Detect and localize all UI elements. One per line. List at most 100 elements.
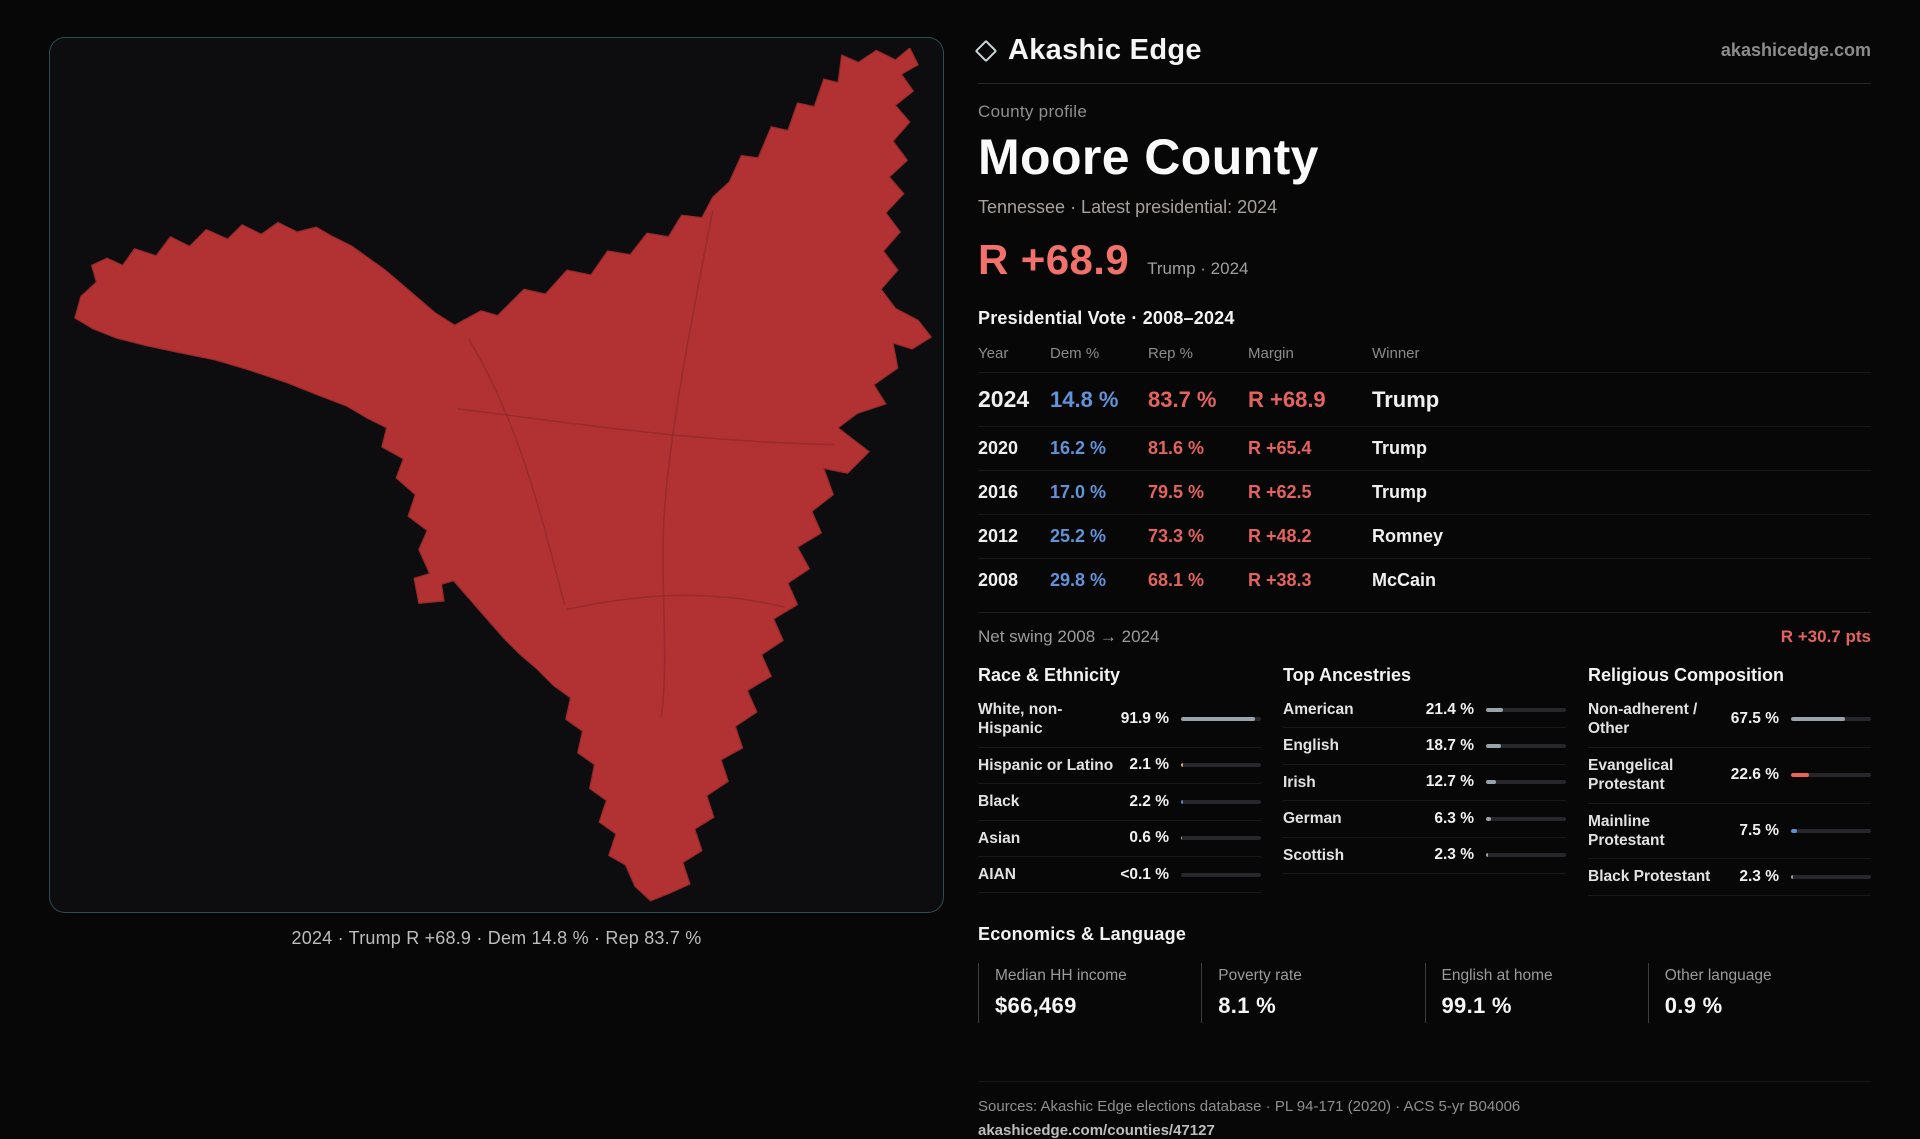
net-swing-label: Net swing 2008 → 2024	[978, 627, 1159, 647]
bar-track	[1486, 780, 1566, 784]
group-title: Top Ancestries	[1283, 665, 1566, 686]
stat-median-hh-income: Median HH income$66,469	[978, 963, 1201, 1023]
dem-cell: 17.0 %	[1050, 482, 1148, 503]
demo-label: Evangelical Protestant	[1588, 756, 1719, 795]
demo-row-english: English 18.7 %	[1283, 728, 1566, 764]
economics-title: Economics & Language	[978, 924, 1871, 945]
bar-track	[1181, 717, 1261, 721]
bar-fill	[1486, 853, 1488, 857]
stat-label: English at home	[1442, 967, 1648, 985]
stat-value: 8.1 %	[1218, 993, 1424, 1019]
margin-cell: R +38.3	[1248, 570, 1372, 591]
county-map	[60, 48, 933, 902]
bar-track	[1486, 708, 1566, 712]
col-year: Year	[978, 345, 1050, 362]
bar-track	[1791, 829, 1871, 833]
bar-track	[1486, 853, 1566, 857]
demo-label: Asian	[978, 829, 1117, 848]
bar-fill	[1791, 875, 1793, 879]
bar-track	[1791, 773, 1871, 777]
bar-fill	[1791, 717, 1845, 721]
year-cell: 2020	[978, 438, 1050, 459]
demo-label: White, non-Hispanic	[978, 700, 1109, 739]
demo-group-top-ancestries: Top Ancestries American 21.4 % English 18.7 …	[1283, 665, 1566, 896]
county-map-panel	[49, 37, 944, 913]
year-cell: 2012	[978, 526, 1050, 547]
bar-track	[1181, 800, 1261, 804]
demo-label: Scottish	[1283, 846, 1422, 865]
winner-cell: Trump	[1372, 438, 1871, 459]
demo-value: 12.7 %	[1426, 773, 1474, 791]
demo-row-german: German 6.3 %	[1283, 801, 1566, 837]
demo-label: Black Protestant	[1588, 867, 1727, 886]
county-title: Moore County	[978, 130, 1871, 185]
map-caption: 2024 · Trump R +68.9 · Dem 14.8 % · Rep …	[49, 928, 944, 949]
bar-fill	[1181, 717, 1255, 721]
net-swing-value: R +30.7 pts	[1781, 627, 1871, 647]
header: Akashic Edge akashicedge.com	[978, 34, 1871, 84]
demo-row-irish: Irish 12.7 %	[1283, 765, 1566, 801]
group-title: Religious Composition	[1588, 665, 1871, 686]
dem-cell: 14.8 %	[1050, 387, 1148, 413]
bar-fill	[1486, 744, 1501, 748]
bar-fill	[1181, 763, 1183, 767]
winner-cell: McCain	[1372, 570, 1871, 591]
demo-value: 22.6 %	[1731, 766, 1779, 784]
demo-label: Hispanic or Latino	[978, 756, 1117, 775]
group-title: Race & Ethnicity	[978, 665, 1261, 686]
col-dem: Dem %	[1050, 345, 1148, 362]
demo-label: German	[1283, 809, 1422, 828]
stat-value: 0.9 %	[1665, 993, 1871, 1019]
bar-track	[1486, 744, 1566, 748]
demo-value: 0.6 %	[1129, 829, 1169, 847]
demo-label: American	[1283, 700, 1414, 719]
diamond-logo-icon	[975, 39, 998, 62]
demo-value: 21.4 %	[1426, 701, 1474, 719]
kicker: County profile	[978, 102, 1871, 122]
headline-margin: R +68.9	[978, 236, 1129, 284]
demo-label: AIAN	[978, 865, 1108, 884]
permalink[interactable]: akashicedge.com/counties/47127	[978, 1122, 1871, 1139]
demographics-grid: Race & Ethnicity White, non-Hispanic 91.9 …	[978, 665, 1871, 896]
rep-cell: 81.6 %	[1148, 438, 1248, 459]
stat-label: Median HH income	[995, 967, 1201, 985]
demo-value: 6.3 %	[1434, 810, 1474, 828]
bar-fill	[1181, 800, 1183, 804]
demo-group-religious-composition: Religious Composition Non-adherent / Othe…	[1588, 665, 1871, 896]
bar-fill	[1486, 780, 1496, 784]
demo-label: Mainline Protestant	[1588, 812, 1727, 851]
county-subtitle: Tennessee · Latest presidential: 2024	[978, 197, 1871, 218]
demo-label: Non-adherent / Other	[1588, 700, 1719, 739]
demo-value: 91.9 %	[1121, 710, 1169, 728]
net-swing-row: Net swing 2008 → 2024 R +30.7 pts	[978, 612, 1871, 647]
col-margin: Margin	[1248, 345, 1372, 362]
demo-label: Irish	[1283, 773, 1414, 792]
brand: Akashic Edge	[978, 34, 1202, 67]
vote-table-title: Presidential Vote · 2008–2024	[978, 308, 1871, 329]
demo-row-aian: AIAN<0.1 %	[978, 857, 1261, 893]
bar-fill	[1791, 773, 1809, 777]
demo-row-white-non-hispanic: White, non-Hispanic 91.9 %	[978, 692, 1261, 748]
demo-value: 67.5 %	[1731, 710, 1779, 728]
bar-track	[1791, 717, 1871, 721]
demo-label: English	[1283, 736, 1414, 755]
county-shape	[75, 48, 931, 901]
demo-value: 18.7 %	[1426, 737, 1474, 755]
year-cell: 2016	[978, 482, 1050, 503]
margin-cell: R +65.4	[1248, 438, 1372, 459]
demo-row-black-protestant: Black Protestant 2.3 %	[1588, 859, 1871, 895]
demo-value: 2.3 %	[1739, 868, 1779, 886]
rep-cell: 83.7 %	[1148, 387, 1248, 413]
site-link[interactable]: akashicedge.com	[1721, 40, 1871, 61]
demo-value: 7.5 %	[1739, 822, 1779, 840]
